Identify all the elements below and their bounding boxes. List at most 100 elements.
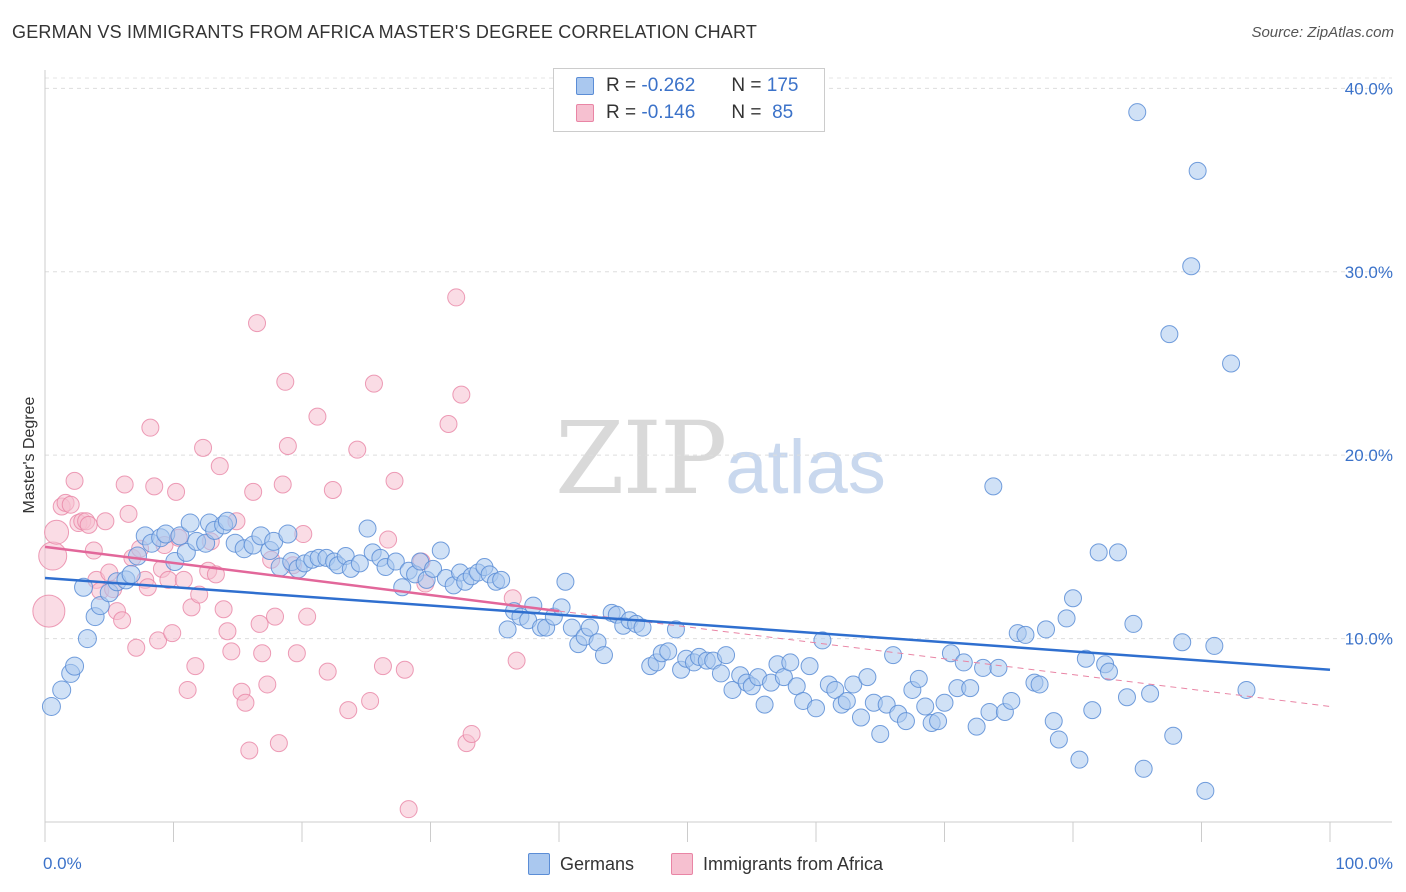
r-label: R = <box>606 102 637 123</box>
germans-swatch <box>528 853 550 875</box>
data-point-germans <box>1049 730 1068 749</box>
data-point-germans <box>424 559 443 578</box>
watermark: ZIPatlas <box>555 400 886 517</box>
data-point-africa <box>186 657 205 676</box>
data-point-africa <box>115 475 134 494</box>
data-point-africa <box>65 471 84 490</box>
data-point-germans <box>954 653 973 672</box>
watermark-atlas: atlas <box>725 425 886 510</box>
data-point-africa <box>447 288 466 307</box>
legend-label: Immigrants from Africa <box>703 853 884 874</box>
data-point-africa <box>452 385 471 404</box>
data-point-germans <box>711 664 730 683</box>
data-point-africa <box>222 642 241 661</box>
data-point-africa <box>364 374 383 393</box>
data-point-africa <box>395 660 414 679</box>
data-point-germans <box>1188 161 1207 180</box>
data-point-africa <box>507 651 526 670</box>
data-point-germans <box>984 477 1003 496</box>
data-point-africa <box>308 407 327 426</box>
data-point-africa <box>138 578 157 597</box>
data-point-germans <box>278 524 298 544</box>
legend-row-africa: R = -0.146 N = 85 <box>576 100 793 126</box>
data-point-germans <box>935 693 954 712</box>
data-point-germans <box>350 554 369 573</box>
n-label: N = <box>731 75 762 96</box>
r-value: -0.146 <box>641 102 696 123</box>
data-point-africa <box>178 680 197 699</box>
legend-item-africa: Immigrants from Africa <box>671 851 883 877</box>
data-point-germans <box>1044 712 1063 731</box>
y-tick-label: 10.0% <box>1345 630 1393 649</box>
data-point-germans <box>723 680 742 699</box>
trend-line-germans <box>44 576 1331 672</box>
data-point-africa <box>276 372 295 391</box>
source-label: Source: ZipAtlas.com <box>1251 24 1394 41</box>
data-point-germans <box>1057 609 1076 628</box>
data-point-germans <box>41 696 61 716</box>
data-point-africa <box>174 570 193 589</box>
data-point-germans <box>52 680 72 700</box>
data-point-africa <box>399 800 418 819</box>
data-point-germans <box>896 712 915 731</box>
data-point-africa <box>373 657 392 676</box>
data-point-africa <box>240 741 259 760</box>
data-point-germans <box>844 675 863 694</box>
data-point-africa <box>84 541 103 560</box>
data-point-africa <box>266 607 285 626</box>
data-point-germans <box>1164 726 1183 745</box>
watermark-zip: ZIP <box>555 400 727 517</box>
data-point-germans <box>1222 354 1241 373</box>
data-point-germans <box>1030 675 1049 694</box>
chart-title: GERMAN VS IMMIGRANTS FROM AFRICA MASTER'… <box>12 22 758 42</box>
trend-line-africa <box>44 545 560 613</box>
data-point-africa <box>141 418 160 437</box>
r-label: R = <box>606 75 637 96</box>
data-point-germans <box>916 697 935 716</box>
data-point-africa <box>462 724 481 743</box>
data-point-germans <box>1037 620 1056 639</box>
data-point-germans <box>180 513 200 533</box>
data-point-germans <box>498 620 517 639</box>
data-point-africa <box>339 701 358 720</box>
data-point-germans <box>1016 625 1035 644</box>
data-point-africa <box>163 624 182 643</box>
data-point-africa <box>278 437 297 455</box>
data-point-germans <box>807 699 825 718</box>
data-point-germans <box>74 577 94 597</box>
data-point-africa <box>323 481 342 500</box>
data-point-germans <box>562 618 581 637</box>
data-point-africa <box>236 693 255 712</box>
data-point-germans <box>837 691 856 710</box>
data-point-germans <box>1083 701 1102 720</box>
germans-swatch <box>576 77 594 95</box>
data-point-germans <box>967 717 986 736</box>
data-point-germans <box>1099 662 1118 681</box>
data-point-africa <box>149 631 168 650</box>
data-point-germans <box>492 570 511 589</box>
data-point-germans <box>1196 781 1215 800</box>
data-point-germans <box>781 653 800 672</box>
data-point-africa <box>218 622 237 641</box>
data-point-africa <box>214 600 233 619</box>
data-point-germans <box>755 695 774 714</box>
data-point-africa <box>244 482 263 501</box>
x-tick-label: 100.0% <box>1335 854 1393 873</box>
data-point-africa <box>258 675 277 694</box>
data-point-germans <box>556 572 575 591</box>
legend-item-germans: Germans <box>528 851 634 877</box>
data-point-germans <box>974 658 993 677</box>
data-point-germans <box>1134 759 1153 778</box>
data-point-germans <box>358 519 377 538</box>
data-point-africa <box>194 438 213 457</box>
data-point-africa <box>145 477 164 496</box>
y-tick-label: 20.0% <box>1345 446 1393 465</box>
data-point-germans <box>961 679 980 698</box>
r-value: -0.262 <box>641 75 696 96</box>
data-point-africa <box>273 475 292 494</box>
data-point-africa <box>253 644 272 663</box>
data-point-africa <box>167 482 186 501</box>
data-point-germans <box>800 657 819 676</box>
data-point-germans <box>941 644 960 663</box>
